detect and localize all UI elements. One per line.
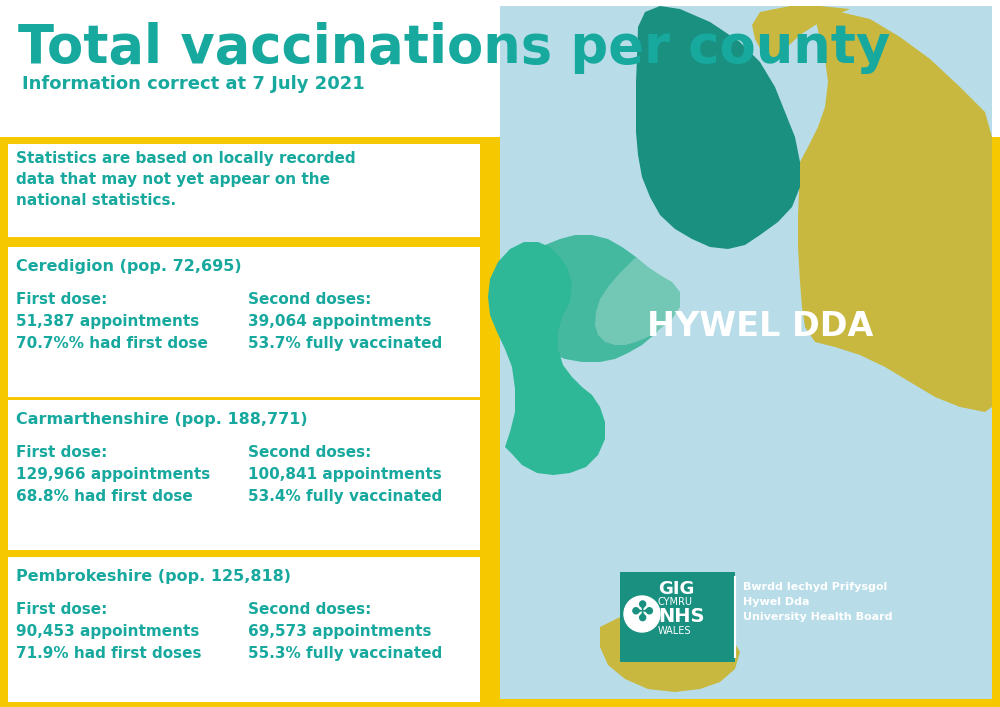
Text: GIG: GIG [658, 580, 694, 598]
Text: University Health Board: University Health Board [743, 612, 893, 622]
Bar [0, 0, 1000, 137]
Polygon shape [752, 6, 850, 62]
Text: 69,573 appointments: 69,573 appointments [248, 624, 432, 639]
Text: 129,966 appointments: 129,966 appointments [16, 467, 210, 482]
Polygon shape [798, 12, 992, 412]
Text: First dose:: First dose: [16, 602, 107, 617]
Bar [8, 144, 480, 237]
Text: 53.4% fully vaccinated: 53.4% fully vaccinated [248, 489, 442, 504]
Text: Second doses:: Second doses: [248, 602, 371, 617]
Text: First dose:: First dose: [16, 292, 107, 307]
Text: Information correct at 7 July 2021: Information correct at 7 July 2021 [22, 75, 365, 93]
Text: ✤: ✤ [630, 600, 654, 628]
Text: Bwrdd Iechyd Prifysgol: Bwrdd Iechyd Prifysgol [743, 582, 887, 592]
Text: First dose:: First dose: [16, 445, 107, 460]
Polygon shape [488, 242, 605, 475]
Polygon shape [595, 257, 680, 345]
Bar [0, 137, 490, 707]
Polygon shape [636, 6, 800, 249]
Text: NHS: NHS [658, 607, 704, 626]
Polygon shape [600, 612, 740, 692]
Text: Second doses:: Second doses: [248, 292, 371, 307]
Text: 100,841 appointments: 100,841 appointments [248, 467, 442, 482]
Text: Second doses:: Second doses: [248, 445, 371, 460]
Text: WALES: WALES [658, 626, 692, 636]
Text: Ceredigion (pop. 72,695): Ceredigion (pop. 72,695) [16, 259, 242, 274]
Polygon shape [518, 235, 670, 362]
Text: 71.9% had first doses: 71.9% had first doses [16, 646, 202, 661]
Text: Pembrokeshire (pop. 125,818): Pembrokeshire (pop. 125,818) [16, 569, 291, 584]
Text: CYMRU: CYMRU [658, 597, 693, 607]
Text: Total vaccinations per county: Total vaccinations per county [18, 22, 890, 74]
Bar [8, 400, 480, 550]
Text: 53.7% fully vaccinated: 53.7% fully vaccinated [248, 336, 442, 351]
Bar [490, 0, 1000, 707]
Text: HYWEL DDA: HYWEL DDA [647, 310, 873, 344]
Circle shape [624, 596, 660, 632]
Text: 39,064 appointments: 39,064 appointments [248, 314, 432, 329]
Bar [500, 6, 992, 699]
Bar [8, 247, 480, 397]
Text: Carmarthenshire (pop. 188,771): Carmarthenshire (pop. 188,771) [16, 412, 308, 427]
Text: Hywel Dda: Hywel Dda [743, 597, 810, 607]
Bar [8, 557, 480, 702]
Text: 55.3% fully vaccinated: 55.3% fully vaccinated [248, 646, 442, 661]
Text: 70.7%% had first dose: 70.7%% had first dose [16, 336, 208, 351]
Text: Statistics are based on locally recorded
data that may not yet appear on the
nat: Statistics are based on locally recorded… [16, 151, 356, 208]
Text: 68.8% had first dose: 68.8% had first dose [16, 489, 193, 504]
Text: 90,453 appointments: 90,453 appointments [16, 624, 199, 639]
Bar [620, 572, 735, 662]
Text: 51,387 appointments: 51,387 appointments [16, 314, 199, 329]
